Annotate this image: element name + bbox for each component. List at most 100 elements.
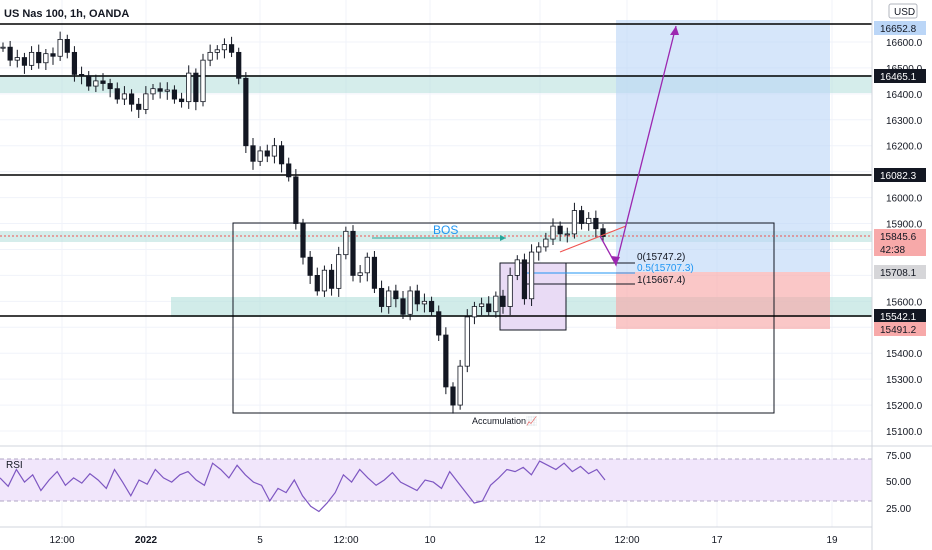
accumulation-label: Accumulation📈: [472, 415, 537, 426]
time-axis[interactable]: 12:00 2022 5 12:00 10 12 12:00 17 19: [49, 535, 838, 546]
time-tick: 2022: [135, 535, 158, 546]
price-label: 16652.8: [874, 21, 926, 35]
time-tick: 12:00: [614, 535, 639, 546]
candle-body: [71, 51, 78, 75]
candle-body: [128, 93, 135, 105]
candle-body: [121, 93, 128, 100]
candle-body: [336, 254, 342, 289]
price-tick: 16200.0: [886, 142, 923, 153]
candle-body: [564, 233, 570, 236]
candle-body: [528, 251, 535, 300]
fib-label-05: 0.5(15707.3): [637, 263, 694, 274]
candle-body: [50, 53, 56, 57]
candle-body: [221, 44, 228, 51]
price-label: 15845.6: [874, 229, 926, 243]
price-label: 42:38: [874, 242, 926, 256]
svg-text:16082.3: 16082.3: [880, 171, 917, 182]
price-tick: 16000.0: [886, 194, 923, 205]
candle-body: [407, 290, 413, 315]
svg-text:42:38: 42:38: [880, 245, 905, 256]
candle-body: [514, 259, 520, 276]
candle-body: [464, 316, 470, 367]
candle-body: [328, 269, 335, 289]
rsi-tick: 25.00: [886, 504, 911, 515]
price-tick: 15300.0: [886, 375, 923, 386]
candle-body: [136, 103, 142, 110]
candle-body: [107, 83, 113, 90]
price-tick: 15100.0: [886, 427, 923, 438]
bos-label: BOS: [433, 223, 458, 237]
candle-body: [186, 72, 192, 103]
currency-label: USD: [894, 7, 915, 18]
candle-body: [43, 53, 49, 64]
candle-body: [586, 217, 592, 224]
candle-body: [14, 57, 20, 61]
candle-body: [78, 74, 85, 77]
price-tick: 16600.0: [886, 38, 923, 49]
grid-lines: [0, 0, 872, 527]
candle-body: [507, 274, 513, 307]
price-axis-labels: 16652.8 16465.1 16082.3 15845.6 42:38 15708.1…: [874, 21, 926, 336]
svg-text:15542.1: 15542.1: [880, 312, 917, 323]
candle-body: [114, 88, 120, 100]
candle-body: [21, 57, 28, 66]
svg-text:15491.2: 15491.2: [880, 325, 917, 336]
candle-body: [171, 89, 178, 100]
candle-body: [400, 298, 406, 315]
price-tick: 15900.0: [886, 220, 923, 231]
candle-body: [257, 150, 263, 162]
candle-body: [164, 89, 170, 92]
candle-body: [378, 287, 385, 307]
candle-body: [600, 228, 606, 237]
candle-body: [357, 272, 363, 276]
price-label: 16465.1: [874, 69, 926, 83]
candle-body: [157, 88, 163, 92]
price-label: 15491.2: [874, 322, 926, 336]
projection-arrow-high: [670, 26, 679, 35]
time-tick: 10: [424, 535, 436, 546]
candle-body: [414, 290, 420, 305]
rsi-axis: 75.00 50.00 25.00: [886, 451, 911, 515]
candle-body: [243, 77, 249, 147]
price-tick: 15200.0: [886, 401, 923, 412]
svg-text:16652.8: 16652.8: [880, 24, 917, 35]
candle-body: [443, 334, 449, 388]
candle-body: [236, 51, 242, 79]
time-tick: 17: [711, 535, 723, 546]
candle-body: [550, 225, 556, 240]
candle-body: [371, 256, 378, 289]
bos-arrow-head: [500, 235, 506, 241]
trend-line: [559, 225, 627, 253]
candle-body: [214, 49, 220, 53]
candle-body: [93, 80, 99, 87]
candle-body: [436, 311, 442, 336]
time-tick: 12: [534, 535, 546, 546]
candle-body: [278, 145, 285, 165]
candle-body: [264, 150, 270, 157]
candle-body: [193, 72, 199, 103]
time-tick: 19: [826, 535, 838, 546]
candle-body: [286, 163, 292, 178]
price-candles: [0, 31, 606, 414]
price-label: 15708.1: [874, 265, 926, 279]
candle-body: [7, 46, 13, 61]
currency-button[interactable]: USD: [888, 3, 918, 19]
candle-body: [271, 145, 278, 157]
candle-body: [478, 303, 485, 307]
price-tick: 15400.0: [886, 349, 923, 360]
rsi-line: [0, 460, 606, 513]
candle-body: [321, 269, 328, 292]
candle-body: [343, 230, 349, 256]
target-zone: [616, 20, 830, 272]
candle-body: [250, 145, 256, 162]
candle-body: [207, 51, 213, 61]
candle-body: [293, 176, 299, 224]
svg-text:16465.1: 16465.1: [880, 72, 917, 83]
time-tick: 12:00: [333, 535, 358, 546]
stop-zone: [616, 272, 830, 329]
candle-body: [457, 365, 463, 406]
candle-body: [486, 303, 492, 313]
time-tick: 5: [257, 535, 263, 546]
rsi-tick: 75.00: [886, 451, 911, 462]
